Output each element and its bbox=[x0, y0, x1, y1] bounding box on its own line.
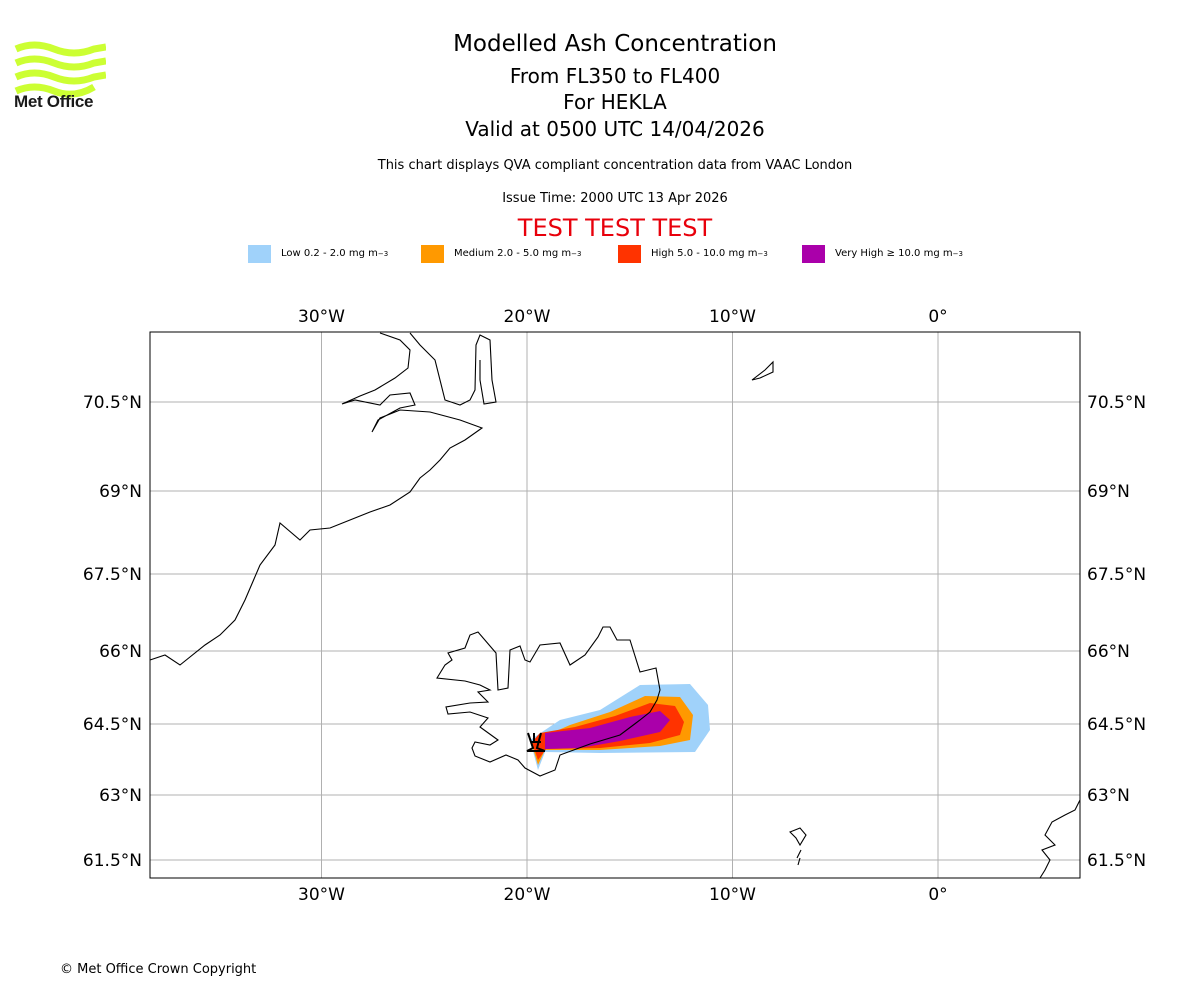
lat-tick-label: 70.5°N bbox=[1087, 393, 1146, 413]
legend-label: Medium 2.0 - 5.0 mg m bbox=[454, 248, 572, 259]
legend-item-medium: Medium 2.0 - 5.0 mg m −3 bbox=[421, 244, 581, 263]
met-office-logo-icon bbox=[14, 41, 106, 98]
legend-item-high: High 5.0 - 10.0 mg m −3 bbox=[618, 244, 768, 263]
lat-tick-label: 63°N bbox=[99, 786, 142, 806]
lon-tick-label: 20°W bbox=[504, 307, 551, 327]
lat-tick-label: 63°N bbox=[1087, 786, 1130, 806]
lon-tick-label: 30°W bbox=[298, 307, 345, 327]
lat-tick-label: 61.5°N bbox=[1087, 851, 1146, 871]
lat-tick-label: 66°N bbox=[99, 642, 142, 662]
lon-tick-label: 0° bbox=[928, 307, 947, 327]
volcano-name: For HEKLA bbox=[563, 90, 667, 114]
lon-tick-label: 10°W bbox=[709, 885, 756, 905]
flight-levels: From FL350 to FL400 bbox=[509, 64, 721, 88]
brand-name: Met Office bbox=[14, 92, 94, 111]
chart-title: Modelled Ash Concentration bbox=[453, 31, 777, 57]
legend-swatch bbox=[248, 244, 271, 263]
lat-tick-label: 67.5°N bbox=[83, 565, 142, 585]
lon-tick-label: 20°W bbox=[504, 885, 551, 905]
coastlines bbox=[149, 332, 1081, 879]
valid-time: Valid at 0500 UTC 14/04/2026 bbox=[465, 117, 765, 141]
map: 30°W 30°W 20°W 20°W 10°W 10°W 0° 0° 70.5°N 70.5°N… bbox=[83, 307, 1146, 905]
tick-labels: 30°W 30°W 20°W 20°W 10°W 10°W 0° 0° 70.5°N 70.5°N… bbox=[83, 307, 1146, 905]
legend-label: Low 0.2 - 2.0 mg m bbox=[281, 248, 378, 259]
lat-tick-label: 64.5°N bbox=[1087, 715, 1146, 735]
faroe-islands bbox=[789, 827, 807, 866]
description: This chart displays QVA compliant concen… bbox=[377, 158, 853, 173]
map-frame bbox=[149, 331, 1081, 879]
greenland-coast bbox=[149, 332, 484, 666]
legend-exp: −3 bbox=[757, 249, 768, 258]
legend-exp: −3 bbox=[377, 249, 389, 258]
lat-tick-label: 66°N bbox=[1087, 642, 1130, 662]
lat-tick-label: 70.5°N bbox=[83, 393, 142, 413]
lat-tick-label: 67.5°N bbox=[1087, 565, 1146, 585]
lon-tick-label: 10°W bbox=[709, 307, 756, 327]
legend-swatch bbox=[421, 244, 444, 263]
lon-tick-label: 0° bbox=[928, 885, 947, 905]
legend-exp: −3 bbox=[571, 249, 582, 258]
graticule bbox=[150, 332, 1080, 878]
ash-plume bbox=[530, 684, 710, 770]
legend-item-low: Low 0.2 - 2.0 mg m −3 bbox=[248, 244, 388, 263]
lat-tick-label: 61.5°N bbox=[83, 851, 142, 871]
volcano-icon bbox=[526, 732, 546, 752]
test-banner: TEST TEST TEST bbox=[517, 214, 713, 242]
greenland-coast-north bbox=[409, 332, 497, 406]
lat-tick-label: 69°N bbox=[99, 482, 142, 502]
legend-item-very-high: Very High ≥ 10.0 mg m −3 bbox=[802, 244, 963, 263]
lon-tick-label: 30°W bbox=[298, 885, 345, 905]
iceland-coast bbox=[436, 626, 661, 777]
issue-time: Issue Time: 2000 UTC 13 Apr 2026 bbox=[502, 191, 728, 206]
copyright: © Met Office Crown Copyright bbox=[60, 962, 257, 977]
lat-tick-label: 69°N bbox=[1087, 482, 1130, 502]
legend-swatch bbox=[618, 244, 641, 263]
lat-tick-label: 64.5°N bbox=[83, 715, 142, 735]
legend-exp: −3 bbox=[952, 249, 963, 258]
legend-label: Very High ≥ 10.0 mg m bbox=[835, 248, 953, 259]
norway-coast bbox=[1039, 799, 1081, 879]
jan-mayen bbox=[751, 360, 774, 381]
legend-swatch bbox=[802, 244, 825, 263]
legend-label: High 5.0 - 10.0 mg m bbox=[651, 248, 758, 259]
